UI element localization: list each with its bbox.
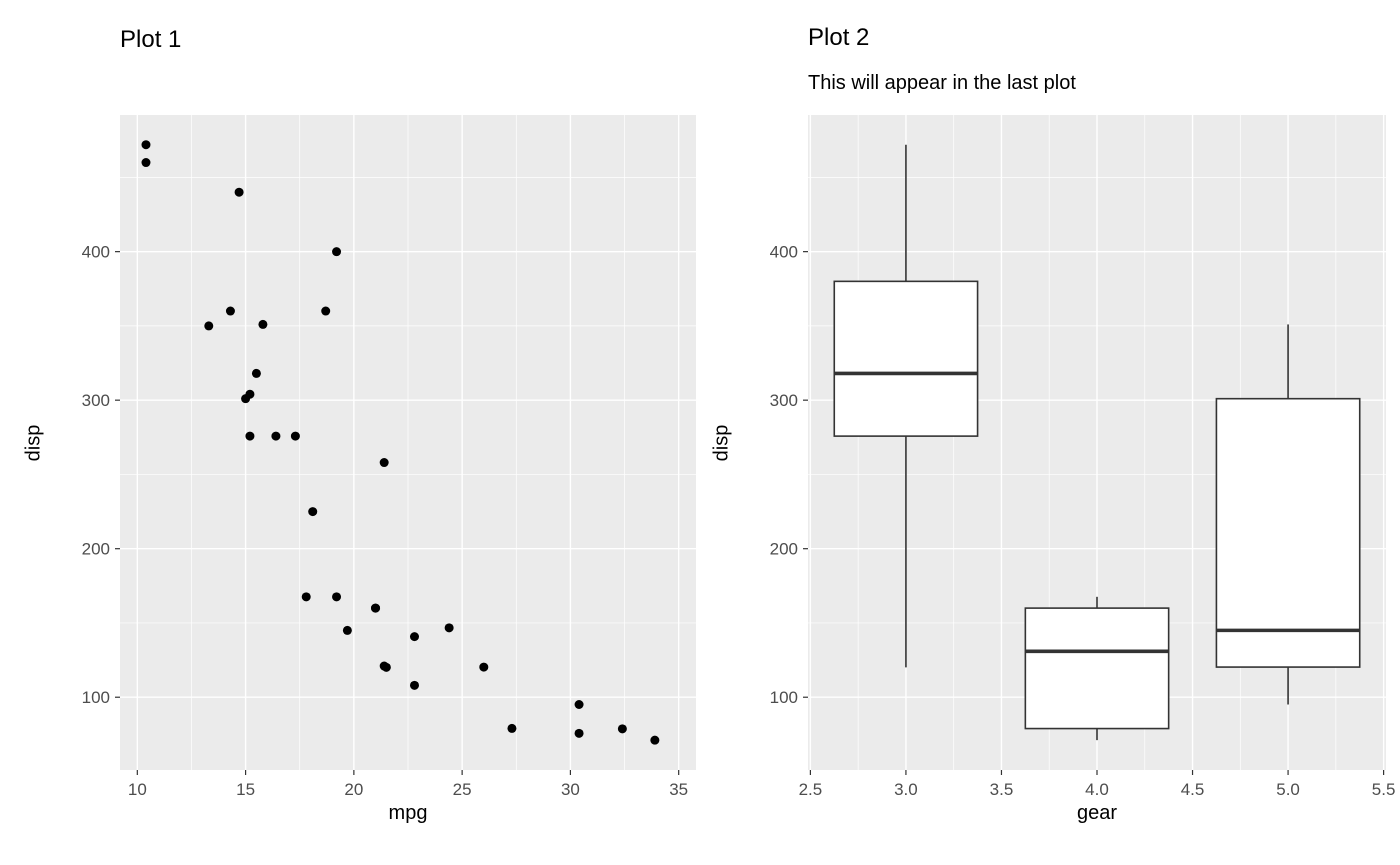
data-point — [141, 140, 151, 150]
y-tick-label: 100 — [82, 688, 110, 707]
y-tick-label: 400 — [770, 243, 798, 262]
data-point — [574, 700, 584, 709]
data-point — [321, 306, 331, 316]
data-point — [332, 247, 342, 257]
data-point — [444, 623, 454, 633]
data-point — [332, 592, 342, 602]
data-point — [617, 724, 627, 734]
y-tick-label: 300 — [82, 391, 110, 410]
data-point — [342, 625, 352, 635]
data-point — [507, 723, 517, 733]
x-tick-label: 5.5 — [1372, 780, 1396, 799]
box — [1215, 397, 1361, 668]
data-point — [371, 603, 381, 613]
data-point — [650, 735, 660, 745]
data-point — [409, 680, 419, 690]
x-tick-label: 3.5 — [990, 780, 1014, 799]
x-tick-label: 10 — [128, 780, 147, 799]
data-point — [409, 632, 419, 642]
data-point — [225, 306, 235, 316]
data-point — [258, 319, 268, 329]
plot2-x-axis-title: gear — [1076, 802, 1118, 824]
plot2-title: Plot 2 — [808, 24, 870, 51]
x-tick-label: 35 — [669, 780, 688, 799]
plot1-title: Plot 1 — [120, 26, 182, 53]
data-point — [574, 728, 584, 738]
plot2-subtitle: This will appear in the last plot — [808, 72, 1076, 94]
data-point — [141, 158, 151, 168]
y-tick-label: 200 — [82, 540, 110, 559]
data-point — [308, 507, 318, 517]
data-point — [204, 321, 214, 331]
box — [833, 280, 979, 437]
plot1-chart-canvas: 10 15 20 25 30 35 100 200 300 400 — [82, 115, 696, 799]
y-tick-label: 100 — [770, 688, 798, 707]
x-tick-label: 5.0 — [1276, 780, 1300, 799]
y-tick-label: 300 — [770, 391, 798, 410]
data-point — [251, 368, 261, 378]
x-tick-label: 15 — [236, 780, 255, 799]
data-point — [245, 431, 255, 441]
y-tick-label: 400 — [82, 243, 110, 262]
x-tick-label: 2.5 — [799, 780, 823, 799]
x-tick-label: 25 — [453, 780, 472, 799]
x-tick-label: 30 — [561, 780, 580, 799]
x-tick-label: 4.5 — [1181, 780, 1205, 799]
box — [1024, 607, 1170, 730]
data-point — [379, 458, 389, 468]
plot2-chart-canvas: 2.5 3.0 3.5 4.0 4.5 5.0 5.5 100 200 300 400 — [770, 115, 1396, 799]
data-point — [271, 431, 281, 441]
x-tick-label: 3.0 — [894, 780, 918, 799]
data-point — [234, 187, 244, 197]
data-point — [290, 431, 300, 441]
x-tick-label: 20 — [344, 780, 363, 799]
plot2-y-axis-title: disp — [710, 424, 733, 462]
y-tick-label: 200 — [770, 540, 798, 559]
data-point — [479, 662, 489, 672]
plot1-y-axis-title: disp — [22, 424, 45, 462]
plot1-x-axis-title: mpg — [388, 802, 428, 824]
data-point — [241, 394, 251, 404]
x-tick-label: 4.0 — [1085, 780, 1109, 799]
data-point — [301, 592, 311, 602]
data-point — [379, 661, 389, 671]
